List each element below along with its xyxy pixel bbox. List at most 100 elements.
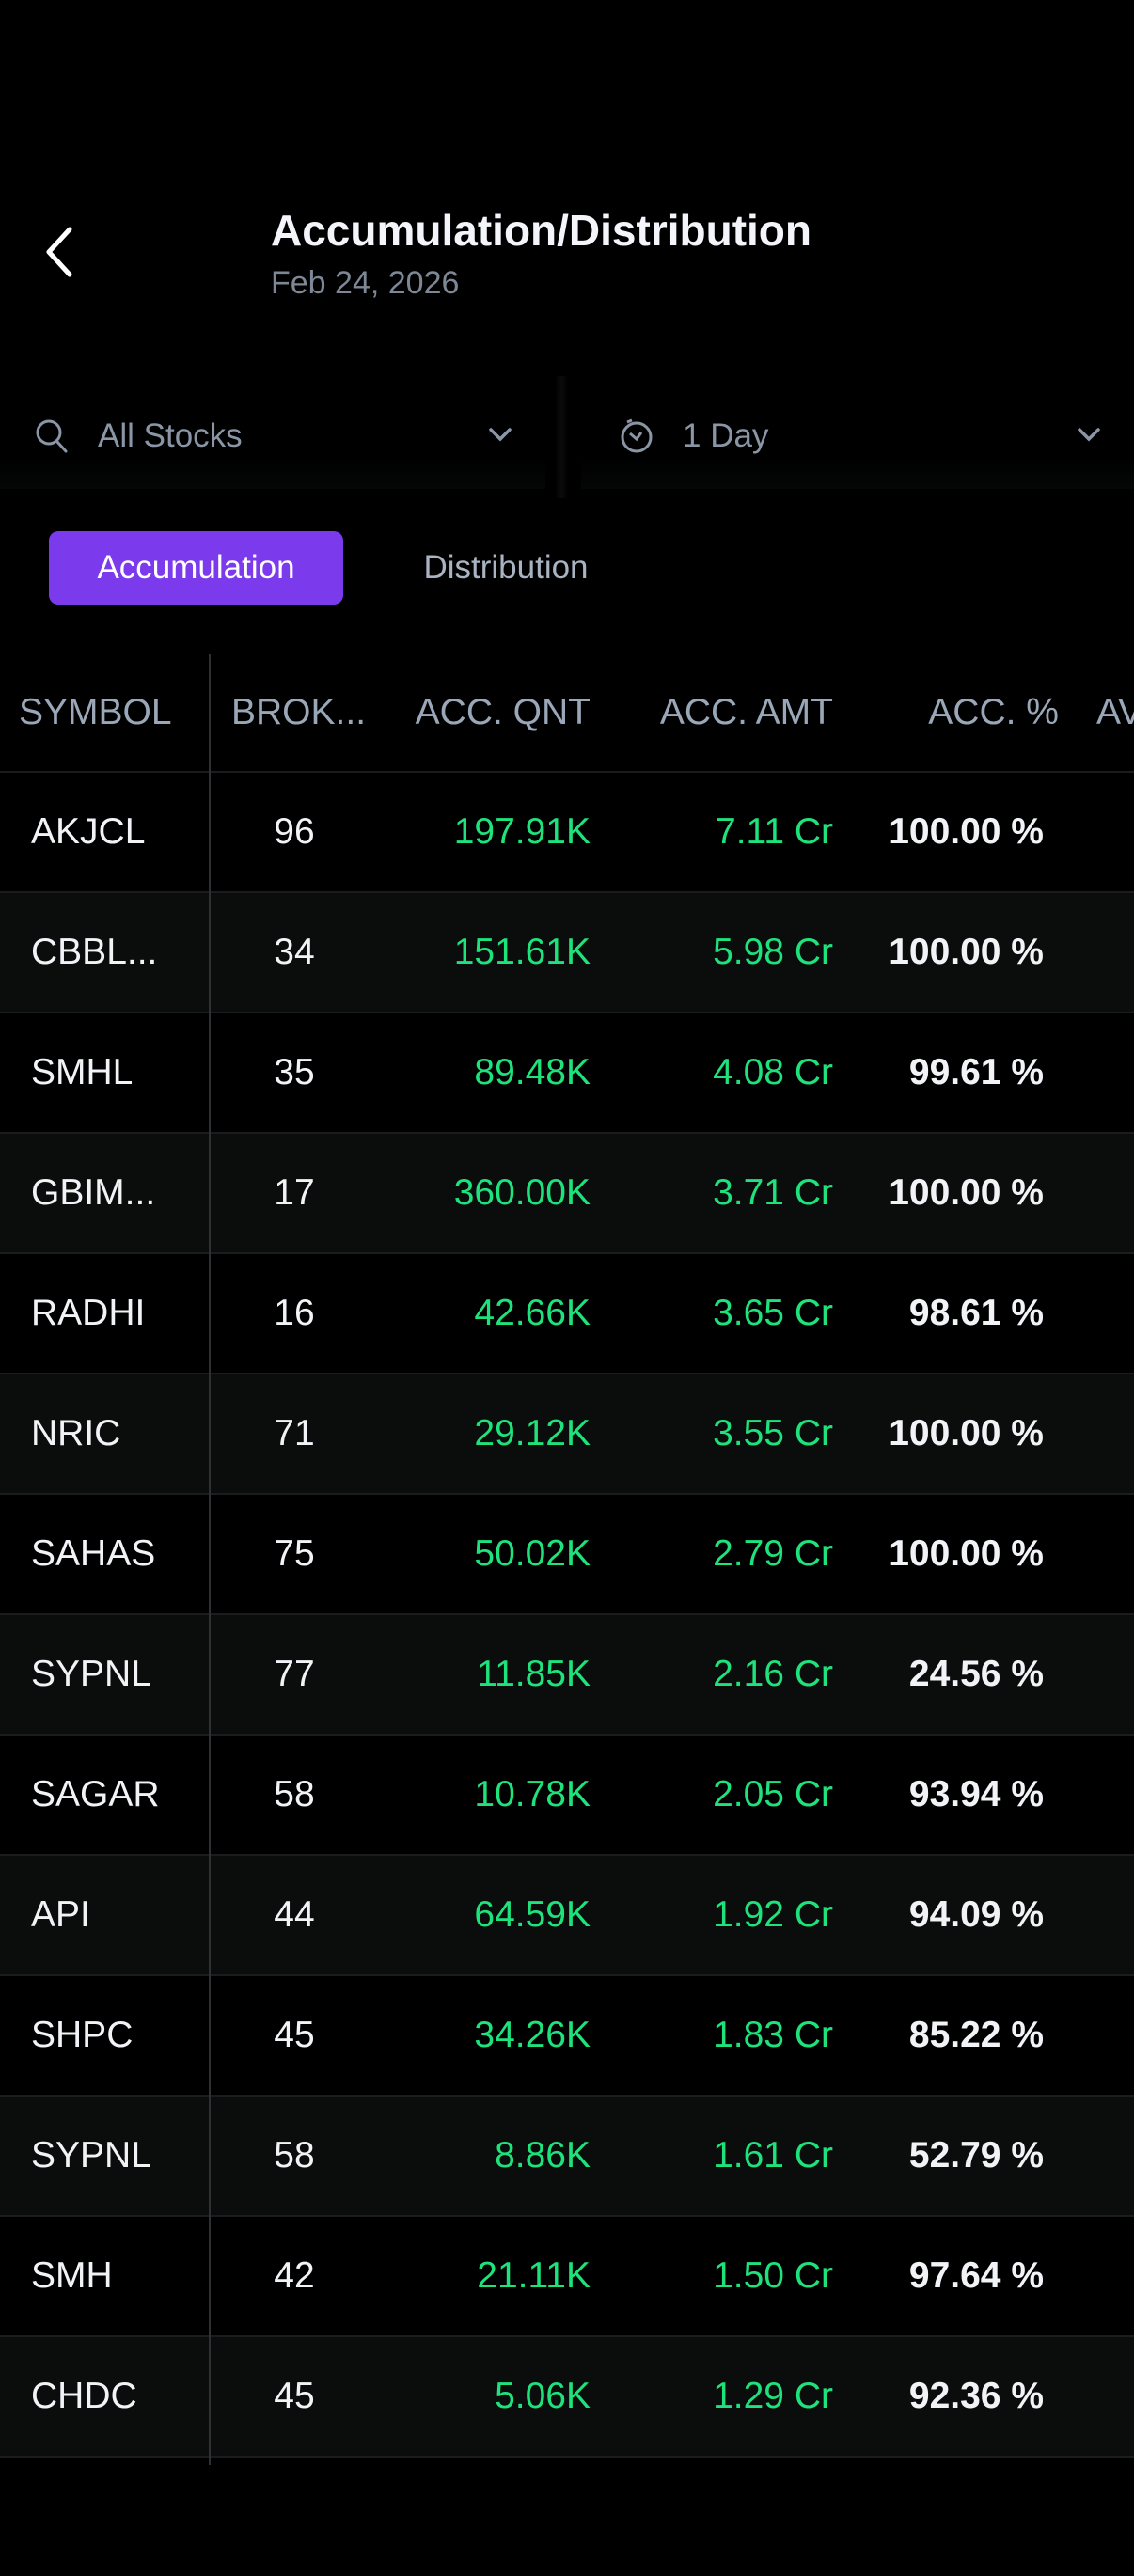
symbol-cell: SAGAR	[31, 1774, 160, 1814]
acc-pct-cell: 100.00 %	[889, 932, 1044, 972]
brokers-cell: 16	[274, 1293, 315, 1333]
symbol-cell: SAHAS	[31, 1533, 156, 1574]
brokers-cell: 44	[274, 1894, 315, 1935]
acc-pct-cell: 92.36 %	[908, 2376, 1044, 2416]
acc-pct-cell: 97.64 %	[908, 2255, 1044, 2296]
col-brokers[interactable]: BROK...	[231, 692, 367, 732]
acc-amt-cell: 1.61 Cr	[713, 2135, 833, 2175]
period-filter-label: 1 Day	[683, 417, 769, 454]
symbol-cell: NRIC	[31, 1413, 121, 1453]
search-icon	[36, 419, 68, 453]
symbol-cell: SYPNL	[31, 2135, 151, 2175]
symbol-cell: AKJCL	[31, 811, 146, 852]
acc-qnt-cell: 64.59K	[474, 1894, 591, 1935]
stock-filter-dropdown[interactable]: All Stocks	[0, 384, 545, 489]
table-row[interactable]: CBBL... 34 151.61K 5.98 Cr 100.00 %	[0, 891, 1134, 1012]
brokers-cell: 35	[274, 1052, 315, 1092]
acc-qnt-cell: 50.02K	[474, 1533, 591, 1574]
acc-amt-cell: 7.11 Cr	[716, 811, 833, 852]
col-acc-pct[interactable]: ACC. %	[928, 692, 1059, 732]
brokers-cell: 17	[274, 1172, 315, 1213]
acc-amt-cell: 4.08 Cr	[713, 1052, 833, 1092]
back-arrow-icon[interactable]	[41, 224, 79, 280]
acc-qnt-cell: 10.78K	[474, 1774, 591, 1814]
acc-amt-cell: 1.29 Cr	[713, 2376, 833, 2416]
table-header: SYMBOL BROK... ACC. QNT ACC. AMT ACC. % …	[0, 654, 1134, 771]
acc-qnt-cell: 42.66K	[474, 1293, 591, 1333]
acc-pct-cell: 100.00 %	[889, 1533, 1044, 1574]
col-avg[interactable]: AV	[1096, 692, 1134, 732]
brokers-cell: 58	[274, 1774, 315, 1814]
col-symbol[interactable]: SYMBOL	[19, 692, 172, 732]
acc-qnt-cell: 89.48K	[474, 1052, 591, 1092]
acc-pct-cell: 85.22 %	[908, 2015, 1044, 2055]
table-row[interactable]: AKJCL 96 197.91K 7.11 Cr 100.00 %	[0, 771, 1134, 891]
table-row[interactable]: SMH 42 21.11K 1.50 Cr 97.64 %	[0, 2215, 1134, 2335]
brokers-cell: 45	[274, 2376, 315, 2416]
acc-pct-cell: 24.56 %	[908, 1654, 1044, 1694]
stock-filter-label: All Stocks	[98, 417, 243, 454]
chevron-down-icon	[1078, 428, 1100, 442]
symbol-cell: RADHI	[31, 1293, 146, 1333]
period-filter-dropdown[interactable]: 1 Day	[581, 384, 1134, 489]
table-row[interactable]: SHPC 45 34.26K 1.83 Cr 85.22 %	[0, 1974, 1134, 2095]
symbol-cell: CBBL...	[31, 932, 158, 972]
acc-pct-cell: 100.00 %	[889, 811, 1044, 852]
symbol-cell: SMHL	[31, 1052, 134, 1092]
acc-amt-cell: 2.05 Cr	[713, 1774, 833, 1814]
acc-qnt-cell: 5.06K	[495, 2376, 591, 2416]
brokers-cell: 71	[274, 1413, 315, 1453]
acc-qnt-cell: 34.26K	[474, 2015, 591, 2055]
table-row[interactable]: SYPNL 58 8.86K 1.61 Cr 52.79 %	[0, 2095, 1134, 2215]
table-row[interactable]: API 44 64.59K 1.92 Cr 94.09 %	[0, 1854, 1134, 1974]
table-row[interactable]: SAGAR 58 10.78K 2.05 Cr 93.94 %	[0, 1734, 1134, 1854]
filter-divider	[555, 376, 568, 498]
table-row[interactable]	[0, 2456, 1134, 2576]
table-row[interactable]: NRIC 71 29.12K 3.55 Cr 100.00 %	[0, 1373, 1134, 1493]
acc-amt-cell: 3.65 Cr	[713, 1293, 833, 1333]
accumulation-table: SYMBOL BROK... ACC. QNT ACC. AMT ACC. % …	[0, 654, 1134, 2576]
clock-icon	[621, 418, 653, 453]
page-title: Accumulation/Distribution	[271, 206, 811, 255]
brokers-cell: 77	[274, 1654, 315, 1694]
acc-qnt-cell: 197.91K	[453, 811, 591, 852]
acc-amt-cell: 2.79 Cr	[713, 1533, 833, 1574]
acc-qnt-cell: 8.86K	[495, 2135, 591, 2175]
col-acc-qnt[interactable]: ACC. QNT	[415, 692, 591, 732]
acc-amt-cell: 1.83 Cr	[713, 2015, 833, 2055]
symbol-cell: GBIM...	[31, 1172, 156, 1213]
brokers-cell: 34	[274, 932, 315, 972]
acc-amt-cell: 2.16 Cr	[713, 1654, 833, 1694]
table-row[interactable]: SMHL 35 89.48K 4.08 Cr 99.61 %	[0, 1012, 1134, 1132]
acc-amt-cell: 3.71 Cr	[713, 1172, 833, 1213]
acc-pct-cell: 52.79 %	[908, 2135, 1044, 2175]
acc-qnt-cell: 21.11K	[477, 2255, 591, 2296]
acc-pct-cell: 98.61 %	[908, 1293, 1044, 1333]
acc-pct-cell: 100.00 %	[889, 1413, 1044, 1453]
symbol-cell: CHDC	[31, 2376, 137, 2416]
brokers-cell: 75	[274, 1533, 315, 1574]
acc-amt-cell: 1.50 Cr	[713, 2255, 833, 2296]
acc-amt-cell: 5.98 Cr	[713, 932, 833, 972]
brokers-cell: 58	[274, 2135, 315, 2175]
table-row[interactable]: SYPNL 77 11.85K 2.16 Cr 24.56 %	[0, 1613, 1134, 1734]
acc-amt-cell: 1.92 Cr	[713, 1894, 833, 1935]
acc-amt-cell: 3.55 Cr	[713, 1413, 833, 1453]
tab-distribution[interactable]: Distribution	[423, 549, 589, 586]
col-acc-amt[interactable]: ACC. AMT	[659, 692, 833, 732]
acc-qnt-cell: 29.12K	[474, 1413, 591, 1453]
table-row[interactable]: RADHI 16 42.66K 3.65 Cr 98.61 %	[0, 1252, 1134, 1373]
brokers-cell: 42	[274, 2255, 315, 2296]
table-row[interactable]: GBIM... 17 360.00K 3.71 Cr 100.00 %	[0, 1132, 1134, 1252]
acc-qnt-cell: 11.85K	[477, 1654, 591, 1694]
page-date: Feb 24, 2026	[271, 265, 460, 301]
symbol-cell: SHPC	[31, 2015, 134, 2055]
chevron-down-icon	[489, 428, 512, 442]
acc-pct-cell: 99.61 %	[908, 1052, 1044, 1092]
brokers-cell: 45	[274, 2015, 315, 2055]
acc-qnt-cell: 360.00K	[453, 1172, 591, 1213]
acc-qnt-cell: 151.61K	[453, 932, 591, 972]
tab-accumulation[interactable]: Accumulation	[49, 531, 343, 605]
table-row[interactable]: CHDC 45 5.06K 1.29 Cr 92.36 %	[0, 2335, 1134, 2456]
table-row[interactable]: SAHAS 75 50.02K 2.79 Cr 100.00 %	[0, 1493, 1134, 1613]
